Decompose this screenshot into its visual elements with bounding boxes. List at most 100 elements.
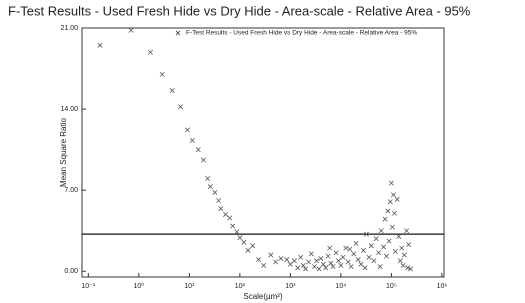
scatter-point — [200, 157, 206, 163]
x-axis-label: Scale(µm²) — [243, 292, 283, 301]
scatter-point — [338, 262, 344, 268]
y-tick-label: 7.00 — [64, 187, 78, 194]
x-tick-label: 10⁶ — [437, 283, 448, 290]
scatter-point — [391, 192, 396, 198]
chart-title: F-Test Results - Used Fresh Hide vs Dry … — [8, 3, 471, 18]
x-tick-label: 10⁴ — [335, 283, 346, 290]
x-tick-label: 10³ — [285, 283, 296, 290]
x-tick-label: 10¹ — [184, 283, 195, 290]
legend-marker — [175, 30, 181, 36]
scatter-point — [397, 258, 403, 264]
scatter-point — [386, 238, 392, 244]
scatter-point — [237, 235, 243, 241]
scatter-point — [189, 137, 195, 143]
scatter-point — [330, 264, 336, 270]
scatter-point — [376, 250, 382, 256]
scatter-point — [371, 258, 377, 264]
scatter-point — [368, 243, 374, 249]
scatter-point — [195, 147, 201, 153]
scatter-point — [159, 71, 165, 77]
scatter-point — [298, 254, 304, 260]
scatter-point — [268, 252, 274, 258]
scatter-point — [147, 49, 153, 55]
scatter-point — [404, 228, 410, 234]
scatter-point — [241, 239, 247, 245]
scatter-point — [256, 257, 262, 263]
scatter-point — [408, 266, 414, 272]
scatter-point — [185, 127, 190, 133]
scatter-point — [406, 242, 412, 248]
scatter-point — [311, 264, 317, 270]
scatter-point — [308, 251, 314, 257]
scatter-point — [178, 104, 184, 110]
scatter-point — [314, 258, 320, 264]
scatter-point — [399, 245, 405, 251]
scatter-point — [389, 224, 395, 230]
scatter-point — [360, 247, 366, 253]
scatter-point — [343, 245, 349, 251]
scatter-point — [128, 27, 134, 33]
y-tick-label: 21.00 — [60, 25, 78, 32]
scatter-point — [316, 266, 322, 272]
scatter-point — [212, 189, 218, 195]
scatter-point — [218, 206, 224, 212]
scatter-point — [306, 259, 312, 265]
scatter-point — [227, 215, 233, 221]
scatter-point — [384, 253, 389, 259]
legend-label: F-Test Results - Used Fresh Hide vs Dry … — [186, 30, 417, 37]
scatter-point — [396, 233, 402, 239]
scatter-point — [295, 265, 301, 271]
scatter-point — [391, 210, 397, 216]
scatter-point — [287, 261, 293, 267]
scatter-point — [388, 180, 394, 186]
scatter-point — [400, 262, 406, 268]
scatter-point — [385, 208, 391, 214]
x-tick-label: 10⁰ — [134, 282, 145, 290]
scatter-point — [394, 196, 400, 202]
scatter-point — [348, 264, 354, 270]
scatter-point — [378, 228, 384, 234]
scatter-point — [261, 262, 267, 268]
scatter-point — [345, 259, 351, 265]
scatter-point — [273, 259, 279, 265]
scatter-point — [401, 252, 407, 258]
scatter-point — [250, 243, 256, 249]
x-tick-label: 10⁵ — [386, 283, 397, 290]
scatter-point — [373, 236, 379, 242]
scatter-point — [291, 258, 297, 264]
scatter-point — [205, 176, 211, 182]
scatter-point — [381, 244, 387, 250]
scatter-point — [323, 265, 329, 271]
scatter-point — [353, 240, 359, 246]
scatter-point — [284, 257, 290, 263]
scatter-point — [234, 229, 240, 235]
scatter-point — [328, 260, 334, 266]
scatter-point — [387, 199, 393, 205]
scatter-point — [278, 255, 284, 261]
scatter-point — [300, 262, 306, 268]
scatter-point — [327, 245, 333, 251]
scatter-point — [340, 254, 346, 260]
scatter-point — [318, 255, 324, 261]
scatter-point — [347, 246, 353, 252]
scatter-point — [362, 265, 368, 271]
scatter-point — [333, 250, 339, 256]
scatter-point — [336, 258, 342, 264]
scatter-point — [355, 257, 361, 263]
scatter-point — [366, 254, 372, 260]
scatter-point — [377, 264, 383, 270]
scatter-point — [97, 42, 103, 48]
scatter-point — [207, 184, 213, 190]
x-tick-label: 10² — [235, 283, 246, 290]
scatter-point — [245, 247, 251, 253]
y-tick-label: 14.00 — [60, 106, 78, 113]
scatter-point — [223, 211, 228, 217]
x-tick-label: 10⁻¹ — [81, 283, 95, 290]
y-tick-label: 0.00 — [64, 268, 78, 275]
y-axis-label: Mean Square Ratio — [59, 117, 68, 186]
scatter-point — [169, 88, 175, 94]
scatter-point — [363, 231, 369, 237]
scatter-point — [303, 266, 309, 272]
scatter-point — [392, 249, 398, 255]
